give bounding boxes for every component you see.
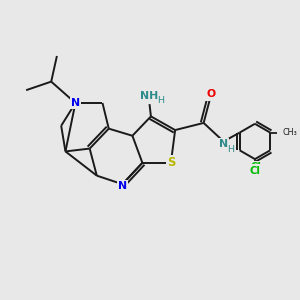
Text: CH₃: CH₃	[282, 128, 297, 137]
Text: H: H	[157, 96, 164, 105]
Text: Cl: Cl	[251, 162, 262, 172]
Text: H: H	[227, 145, 234, 154]
Text: NH: NH	[140, 91, 159, 100]
Text: N: N	[71, 98, 80, 108]
Text: O: O	[206, 89, 215, 99]
Text: N: N	[219, 139, 228, 149]
Text: S: S	[167, 156, 175, 169]
Text: Cl: Cl	[249, 166, 260, 176]
Text: N: N	[118, 181, 127, 190]
